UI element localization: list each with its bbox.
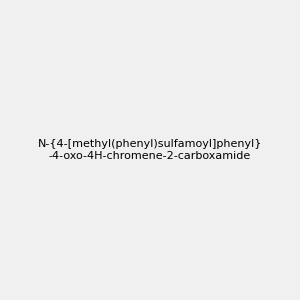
Text: N-{4-[methyl(phenyl)sulfamoyl]phenyl}
-4-oxo-4H-chromene-2-carboxamide: N-{4-[methyl(phenyl)sulfamoyl]phenyl} -4… — [38, 139, 262, 161]
